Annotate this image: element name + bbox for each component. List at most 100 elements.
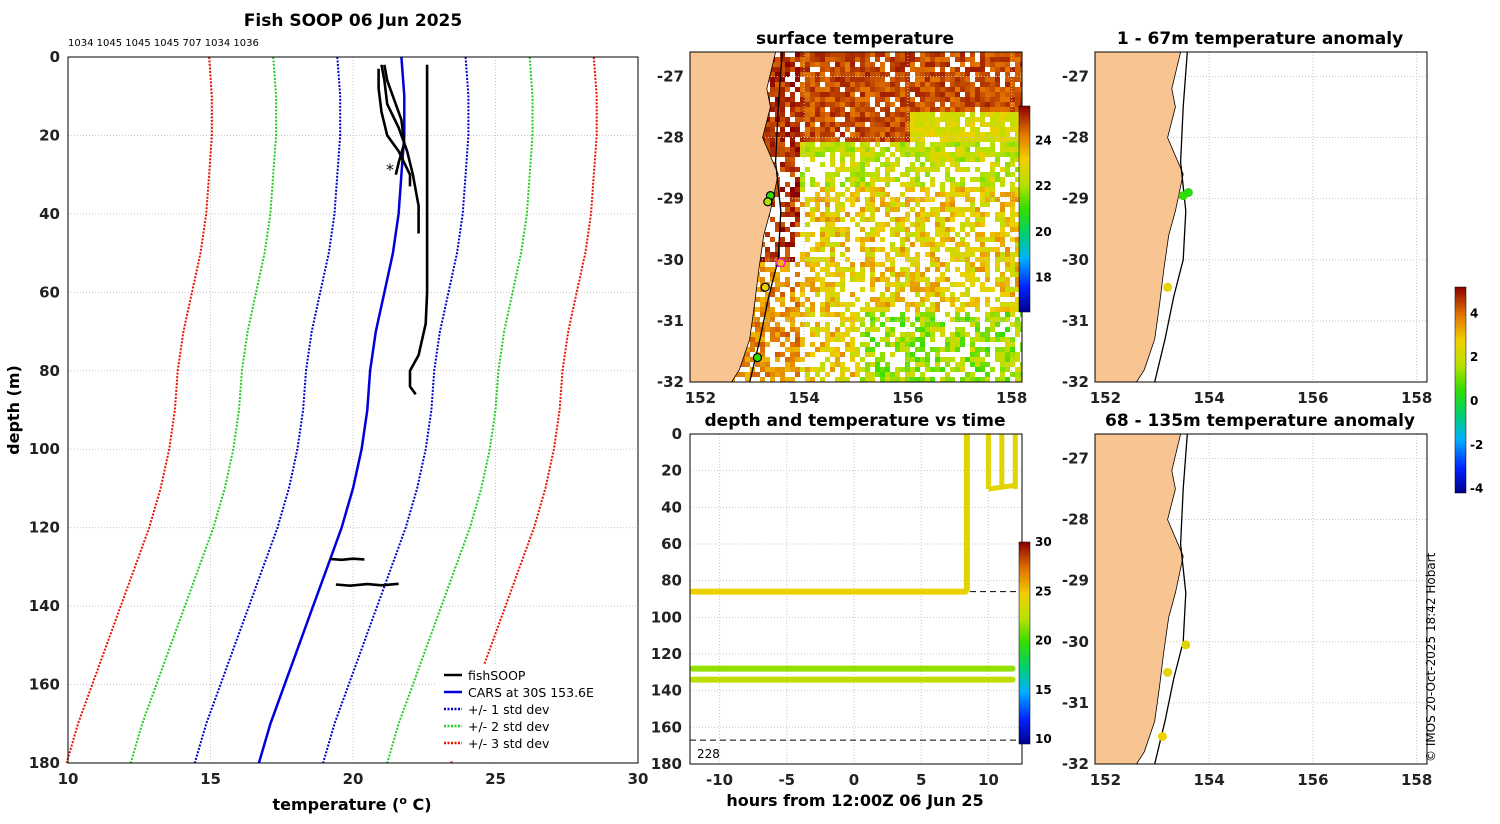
sst-cell bbox=[875, 222, 880, 227]
sst-cell bbox=[785, 202, 790, 207]
sst-cell bbox=[885, 172, 890, 177]
sst-cell bbox=[990, 182, 995, 187]
sst-cell bbox=[765, 292, 770, 297]
sst-cell bbox=[955, 317, 960, 322]
sst-cell bbox=[840, 77, 845, 82]
sst-cell bbox=[810, 147, 815, 152]
sst-cell bbox=[815, 192, 820, 197]
sst-cell bbox=[845, 152, 850, 157]
sst-cell bbox=[890, 227, 895, 232]
sst-cell bbox=[905, 57, 910, 62]
sst-cell bbox=[825, 282, 830, 287]
sst-cell bbox=[990, 327, 995, 332]
sst-cell bbox=[780, 92, 785, 97]
sst-cell bbox=[925, 187, 930, 192]
sst-cell bbox=[790, 242, 795, 247]
sst-cell bbox=[940, 107, 945, 112]
sst-cell bbox=[785, 87, 790, 92]
sst-cell bbox=[980, 62, 985, 67]
sst-cell bbox=[945, 262, 950, 267]
sst-cell bbox=[815, 137, 820, 142]
sst-cell bbox=[895, 297, 900, 302]
sst-cell bbox=[1000, 377, 1005, 382]
sst-cell bbox=[800, 312, 805, 317]
sst-cell bbox=[995, 77, 1000, 82]
sst-cell bbox=[835, 212, 840, 217]
sst-cell bbox=[855, 162, 860, 167]
sst-cell bbox=[835, 142, 840, 147]
sst-cell bbox=[845, 307, 850, 312]
sst-cell bbox=[955, 332, 960, 337]
sst-cell bbox=[1000, 287, 1005, 292]
sst-cell bbox=[860, 152, 865, 157]
anom1-xtick: 152 bbox=[1090, 389, 1121, 407]
sst-cell bbox=[830, 337, 835, 342]
sst-cell bbox=[970, 57, 975, 62]
sst-cell bbox=[760, 277, 765, 282]
sst-cell bbox=[815, 117, 820, 122]
sst-cell bbox=[900, 182, 905, 187]
sst-cell bbox=[935, 147, 940, 152]
sst-cell bbox=[865, 132, 870, 137]
sst-cell bbox=[800, 302, 805, 307]
sst-cell bbox=[1000, 62, 1005, 67]
sst-cell bbox=[805, 372, 810, 377]
anomaly-colorbar-tick: -2 bbox=[1470, 438, 1483, 452]
sst-cell bbox=[800, 342, 805, 347]
sst-cell bbox=[940, 367, 945, 372]
sst-cell bbox=[915, 127, 920, 132]
sst-cell bbox=[865, 262, 870, 267]
sst-cell bbox=[960, 137, 965, 142]
sst-cell bbox=[900, 92, 905, 97]
sst-cell bbox=[855, 222, 860, 227]
sst-cell bbox=[785, 122, 790, 127]
sst-cell bbox=[780, 302, 785, 307]
sst-cell bbox=[1010, 357, 1015, 362]
sst-cell bbox=[925, 87, 930, 92]
sst-cell bbox=[815, 202, 820, 207]
sst-cell bbox=[885, 52, 890, 57]
sst-cell bbox=[830, 352, 835, 357]
sst-cell bbox=[945, 87, 950, 92]
sst-cell bbox=[965, 377, 970, 382]
sst-cell bbox=[930, 87, 935, 92]
sst-cell bbox=[975, 147, 980, 152]
sst-cell bbox=[855, 72, 860, 77]
sst-cell bbox=[890, 132, 895, 137]
sst-cell bbox=[890, 232, 895, 237]
sst-cell bbox=[985, 272, 990, 277]
sst-cell bbox=[925, 362, 930, 367]
sst-cell bbox=[975, 87, 980, 92]
sst-cell bbox=[785, 262, 790, 267]
sst-cell bbox=[840, 162, 845, 167]
sst-cell bbox=[1020, 57, 1022, 62]
sst-cell bbox=[1000, 207, 1005, 212]
sst-cell bbox=[1000, 212, 1005, 217]
sst-cell bbox=[1000, 357, 1005, 362]
sst-cell bbox=[865, 377, 870, 382]
sst-stations bbox=[752, 191, 786, 363]
sst-cell bbox=[895, 232, 900, 237]
sst-cell bbox=[915, 177, 920, 182]
sst-cell bbox=[830, 347, 835, 352]
sst-cell bbox=[835, 332, 840, 337]
sst-cell bbox=[780, 242, 785, 247]
sst-cell bbox=[810, 157, 815, 162]
sst-cell bbox=[790, 202, 795, 207]
sst-cell bbox=[950, 152, 955, 157]
sst-cell bbox=[890, 377, 895, 382]
legend-cars: CARS at 30S 153.6E bbox=[468, 685, 594, 700]
sst-cell bbox=[915, 337, 920, 342]
sst-cell bbox=[1005, 267, 1010, 272]
sst-cell bbox=[795, 372, 800, 377]
sst-cell bbox=[940, 347, 945, 352]
time-panel: depth and temperature vs time -10 -5 0 5 100… bbox=[651, 411, 1052, 810]
sst-cell bbox=[890, 102, 895, 107]
sst-cell bbox=[770, 122, 775, 127]
sst-cell bbox=[825, 212, 830, 217]
sst-cell bbox=[1010, 227, 1015, 232]
sst-cell bbox=[845, 377, 850, 382]
sst-cell bbox=[820, 227, 825, 232]
sst-cell bbox=[860, 157, 865, 162]
sst-cell bbox=[980, 282, 985, 287]
